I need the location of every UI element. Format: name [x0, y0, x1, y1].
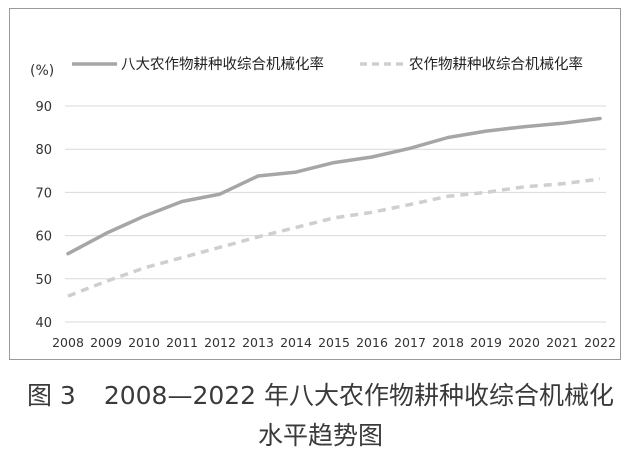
x-tick-label-2008: 2008 — [52, 335, 84, 350]
x-tick-label-2020: 2020 — [508, 335, 540, 350]
y-tick-label-40: 40 — [35, 316, 52, 331]
x-tick-label-2016: 2016 — [356, 335, 388, 350]
x-tick-label-2009: 2009 — [90, 335, 122, 350]
x-tick-label-2019: 2019 — [470, 335, 502, 350]
x-tick-label-2012: 2012 — [204, 335, 236, 350]
caption-figure-number: 图 3 — [26, 381, 76, 410]
y-axis-unit-label: (%) — [30, 63, 54, 79]
y-tick-label-70: 70 — [35, 186, 52, 201]
y-tick-label-90: 90 — [35, 100, 52, 115]
y-tick-label-60: 60 — [35, 230, 52, 245]
x-tick-label-2018: 2018 — [432, 335, 464, 350]
figure-caption: 图 3 2008—2022 年八大农作物耕种收综合机械化 水平趋势图 — [0, 376, 641, 456]
x-tick-label-2011: 2011 — [166, 335, 198, 350]
legend-label-series-2: 农作物耕种收综合机械化率 — [409, 55, 583, 73]
series-lines — [66, 116, 602, 298]
x-tick-label-2022: 2022 — [584, 335, 616, 350]
x-tick-labels: 2008 2009 2010 2011 2012 2013 2014 2015 2016 2017… — [52, 335, 616, 350]
y-tick-label-80: 80 — [35, 143, 52, 158]
x-tick-label-2017: 2017 — [394, 335, 426, 350]
x-tick-label-2021: 2021 — [546, 335, 578, 350]
legend-label-series-1: 八大农作物耕种收综合机械化率 — [121, 55, 324, 73]
series-line-1 — [66, 116, 602, 256]
line-chart: 八大农作物耕种收综合机械化率 农作物耕种收综合机械化率 (%) 40 50 60 70… — [30, 55, 616, 350]
legend: 八大农作物耕种收综合机械化率 农作物耕种收综合机械化率 — [72, 55, 583, 73]
caption-line-1: 图 3 2008—2022 年八大农作物耕种收综合机械化 — [0, 376, 641, 416]
x-tick-label-2010: 2010 — [128, 335, 160, 350]
grid-lines — [65, 105, 606, 323]
x-tick-label-2015: 2015 — [318, 335, 350, 350]
x-tick-label-2014: 2014 — [280, 335, 312, 350]
caption-title-line-2: 水平趋势图 — [257, 421, 383, 450]
y-tick-labels: 40 50 60 70 80 90 — [35, 100, 52, 331]
y-tick-label-50: 50 — [35, 273, 52, 288]
chart-frame: 八大农作物耕种收综合机械化率 农作物耕种收综合机械化率 (%) 40 50 60 70… — [9, 8, 621, 360]
caption-title-line-1: 2008—2022 年八大农作物耕种收综合机械化 — [103, 381, 615, 410]
x-tick-label-2013: 2013 — [242, 335, 274, 350]
